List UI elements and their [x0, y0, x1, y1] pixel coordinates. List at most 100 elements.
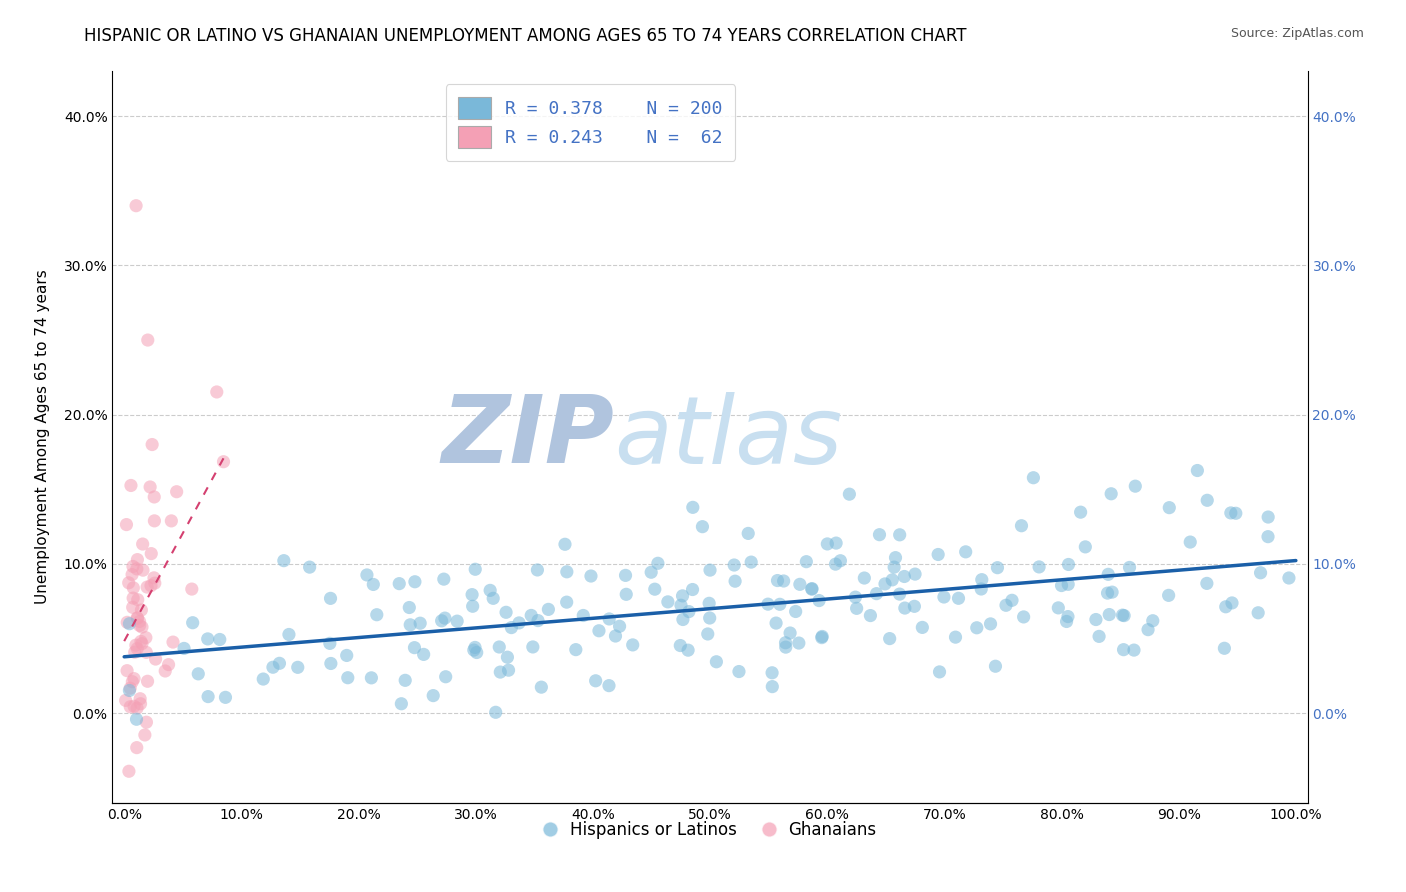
- Point: [1215, 599, 1237, 614]
- Point: [669, 599, 692, 613]
- Point: [970, 582, 993, 596]
- Point: [859, 608, 882, 623]
- Point: [122, 591, 145, 606]
- Point: [143, 571, 166, 585]
- Point: [446, 614, 468, 628]
- Point: [884, 550, 907, 565]
- Point: [772, 574, 794, 588]
- Legend: Hispanics or Latinos, Ghanaians: Hispanics or Latinos, Ghanaians: [537, 814, 883, 846]
- Point: [775, 640, 797, 654]
- Point: [501, 621, 523, 635]
- Point: [883, 560, 905, 574]
- Point: [526, 563, 548, 577]
- Point: [1180, 535, 1202, 549]
- Point: [485, 706, 508, 720]
- Point: [838, 487, 860, 501]
- Point: [1213, 641, 1236, 656]
- Point: [136, 674, 159, 689]
- Point: [461, 599, 484, 614]
- Point: [479, 583, 502, 598]
- Point: [187, 666, 209, 681]
- Point: [647, 556, 669, 570]
- Point: [825, 536, 848, 550]
- Point: [1220, 596, 1243, 610]
- Point: [131, 537, 153, 551]
- Point: [1057, 577, 1080, 591]
- Point: [508, 615, 530, 630]
- Point: [1114, 608, 1136, 623]
- Point: [118, 616, 141, 631]
- Point: [879, 632, 901, 646]
- Point: [1022, 471, 1045, 485]
- Point: [657, 595, 679, 609]
- Point: [565, 642, 588, 657]
- Point: [404, 640, 426, 655]
- Point: [131, 603, 153, 617]
- Point: [141, 437, 163, 451]
- Point: [945, 630, 967, 644]
- Point: [1028, 560, 1050, 574]
- Point: [769, 597, 792, 611]
- Point: [136, 333, 159, 347]
- Point: [129, 697, 152, 711]
- Point: [640, 566, 662, 580]
- Point: [621, 638, 644, 652]
- Point: [728, 665, 751, 679]
- Point: [465, 646, 488, 660]
- Point: [433, 611, 456, 625]
- Point: [555, 595, 578, 609]
- Point: [598, 679, 620, 693]
- Point: [160, 514, 183, 528]
- Point: [122, 699, 145, 714]
- Point: [1257, 510, 1279, 524]
- Point: [1098, 607, 1121, 622]
- Point: [699, 563, 721, 577]
- Point: [537, 602, 560, 616]
- Point: [128, 618, 150, 632]
- Point: [966, 621, 988, 635]
- Point: [585, 673, 607, 688]
- Point: [214, 690, 236, 705]
- Point: [298, 560, 321, 574]
- Text: atlas: atlas: [614, 392, 842, 483]
- Point: [1099, 487, 1122, 501]
- Point: [166, 484, 188, 499]
- Point: [388, 576, 411, 591]
- Text: ZIP: ZIP: [441, 391, 614, 483]
- Point: [132, 563, 155, 577]
- Point: [775, 636, 797, 650]
- Point: [205, 384, 228, 399]
- Point: [273, 554, 295, 568]
- Point: [800, 582, 823, 596]
- Point: [1112, 642, 1135, 657]
- Point: [756, 597, 779, 611]
- Point: [1050, 578, 1073, 592]
- Point: [844, 590, 866, 604]
- Point: [970, 573, 993, 587]
- Point: [579, 569, 602, 583]
- Point: [127, 701, 149, 715]
- Point: [682, 500, 704, 515]
- Point: [278, 627, 301, 641]
- Point: [129, 691, 152, 706]
- Point: [1187, 463, 1209, 477]
- Point: [808, 593, 831, 607]
- Point: [955, 545, 977, 559]
- Point: [319, 636, 342, 650]
- Point: [1142, 614, 1164, 628]
- Point: [1250, 566, 1272, 580]
- Point: [412, 648, 434, 662]
- Point: [143, 576, 166, 591]
- Point: [800, 582, 823, 596]
- Point: [927, 548, 949, 562]
- Point: [1111, 608, 1133, 623]
- Point: [986, 560, 1008, 574]
- Point: [128, 615, 150, 629]
- Point: [115, 664, 138, 678]
- Point: [122, 559, 145, 574]
- Point: [136, 580, 159, 594]
- Point: [699, 611, 721, 625]
- Point: [678, 605, 700, 619]
- Point: [139, 579, 162, 593]
- Point: [162, 635, 184, 649]
